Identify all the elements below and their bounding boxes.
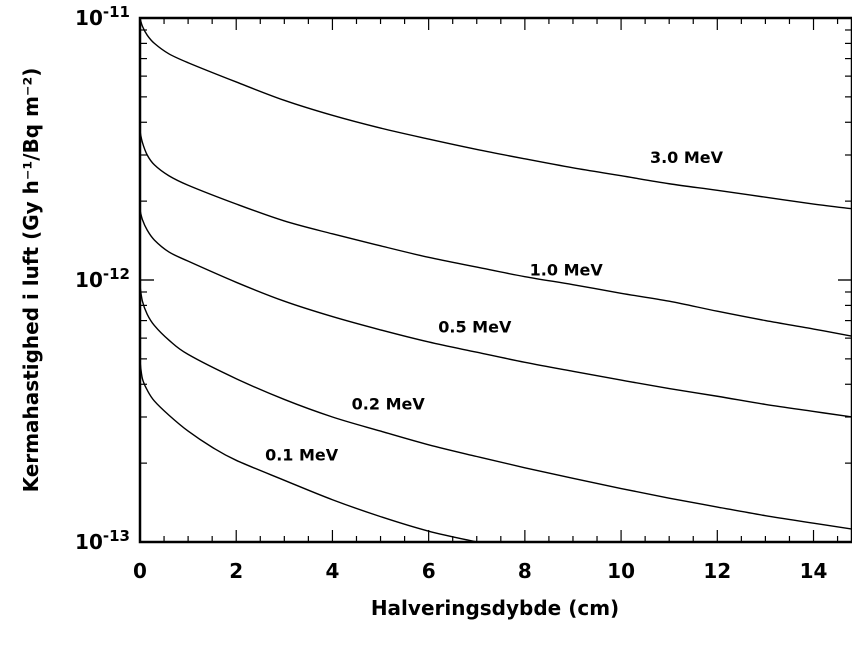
- x-tick-label: 2: [229, 559, 243, 583]
- y-tick-label: 10-12: [75, 265, 130, 292]
- x-tick-labels: 0 2 4 6 8 10 12 14: [133, 559, 827, 583]
- plot-frame: [138, 16, 852, 544]
- x-tick-label: 0: [133, 559, 147, 583]
- y-tick-label: 10-11: [75, 3, 130, 30]
- series-line-1-0-mev: [139, 130, 852, 337]
- x-tick-label: 14: [800, 559, 828, 583]
- y-axis-title: Kermahastighed i luft (Gy h⁻¹/Bq m⁻²): [19, 68, 43, 493]
- series-label: 0.5 MeV: [438, 318, 512, 337]
- y-tick-labels: 10-11 10-12 10-13: [75, 3, 130, 554]
- y-tick-label: 10-13: [75, 527, 130, 554]
- x-tick-label: 4: [325, 559, 339, 583]
- series-line-0-2-mev: [139, 285, 852, 530]
- series-curves: [139, 17, 852, 543]
- x-axis-title: Halveringsdybde (cm): [371, 596, 619, 620]
- x-tick-label: 12: [703, 559, 731, 583]
- series-label: 0.1 MeV: [265, 445, 339, 464]
- series-line-3-0-mev: [139, 17, 852, 210]
- series-labels: 3.0 MeV 1.0 MeV 0.5 MeV 0.2 MeV 0.1 MeV: [265, 148, 724, 464]
- series-label: 0.2 MeV: [352, 395, 426, 414]
- series-line-0-1-mev: [139, 361, 477, 543]
- x-tick-label: 10: [607, 559, 635, 583]
- series-label: 3.0 MeV: [650, 148, 724, 167]
- series-label: 1.0 MeV: [530, 261, 604, 280]
- axis-ticks: [139, 17, 852, 543]
- x-tick-label: 6: [422, 559, 436, 583]
- x-tick-label: 8: [518, 559, 532, 583]
- series-line-0-5-mev: [139, 209, 852, 418]
